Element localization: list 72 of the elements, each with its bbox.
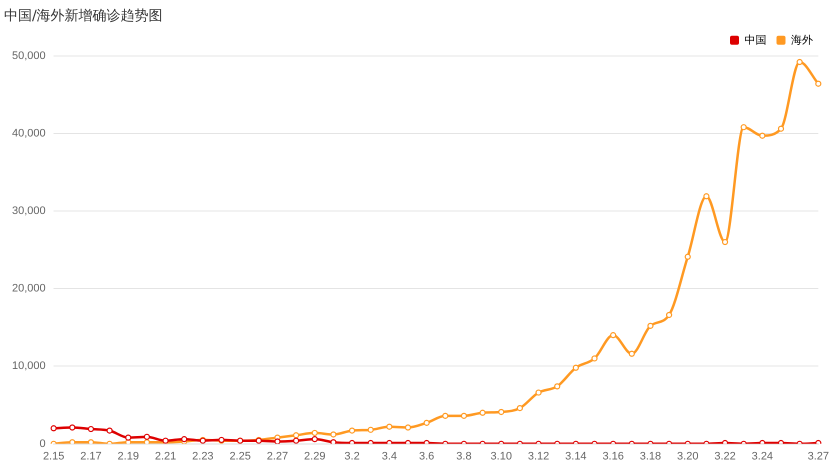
point (554, 383, 560, 390)
point (292, 432, 300, 438)
point (312, 436, 318, 442)
x-tick-label: 3.8 (456, 450, 472, 462)
x-tick-label: 2.17 (80, 450, 102, 462)
point (88, 426, 94, 432)
point (125, 434, 132, 441)
point (424, 420, 430, 426)
point (647, 322, 654, 329)
x-tick-label: 3.16 (602, 450, 624, 462)
y-tick-label: 30,000 (12, 205, 46, 218)
x-tick-label: 2.15 (42, 450, 64, 462)
x-tick-label: 3.14 (565, 450, 587, 462)
point (666, 312, 672, 318)
y-tick-label: 0 (40, 438, 46, 450)
x-tick-label: 3.20 (677, 450, 698, 462)
x-tick-label: 2.25 (229, 450, 251, 462)
x-tick-label: 2.23 (192, 450, 214, 462)
y-tick-label: 40,000 (12, 127, 46, 140)
point (479, 410, 486, 416)
x-tick-label: 3.22 (714, 450, 736, 462)
point (88, 439, 94, 444)
point (330, 439, 336, 444)
x-tick-label: 3.27 (808, 450, 830, 462)
point (292, 438, 300, 444)
point (50, 425, 57, 432)
x-tick-label: 2.21 (154, 450, 176, 462)
x-tick-label: 3.24 (752, 450, 774, 462)
point (610, 332, 616, 338)
y-tick-label: 20,000 (12, 282, 46, 295)
point (796, 58, 803, 66)
point (330, 431, 336, 438)
y-tick-label: 50,000 (12, 50, 46, 62)
x-tick-label: 2.29 (304, 450, 326, 462)
point (591, 355, 598, 362)
point (368, 426, 374, 433)
point (740, 124, 747, 130)
point (759, 132, 766, 139)
point (703, 193, 710, 200)
point (274, 438, 281, 444)
legend-label: 海外 (791, 34, 813, 46)
point (69, 439, 76, 444)
point (498, 408, 504, 416)
point (386, 424, 392, 430)
point (815, 80, 822, 87)
point (442, 412, 448, 419)
point (535, 389, 542, 396)
point (778, 126, 784, 132)
x-tick-label: 3.4 (382, 450, 397, 462)
point (460, 412, 468, 419)
x-tick-label: 2.19 (118, 450, 139, 462)
chart-title: 中国/海外新增确诊趋势图 (4, 8, 163, 24)
x-tick-label: 3.10 (490, 450, 512, 462)
legend-label: 中国 (744, 33, 766, 46)
point (312, 430, 318, 436)
point (106, 428, 113, 434)
x-tick-label: 3.18 (640, 450, 662, 462)
point (144, 434, 150, 440)
point (404, 424, 412, 431)
x-tick-label: 3.6 (418, 450, 434, 462)
point (572, 364, 579, 371)
point (144, 439, 150, 444)
x-tick-label: 2.27 (266, 450, 288, 462)
point (348, 428, 356, 434)
point (684, 254, 691, 260)
point (516, 405, 523, 412)
point (722, 238, 728, 246)
x-tick-label: 3.2 (344, 450, 360, 462)
point (628, 350, 635, 357)
point (69, 424, 76, 431)
y-tick-label: 10,000 (12, 360, 46, 372)
x-tick-label: 3.12 (528, 450, 550, 462)
